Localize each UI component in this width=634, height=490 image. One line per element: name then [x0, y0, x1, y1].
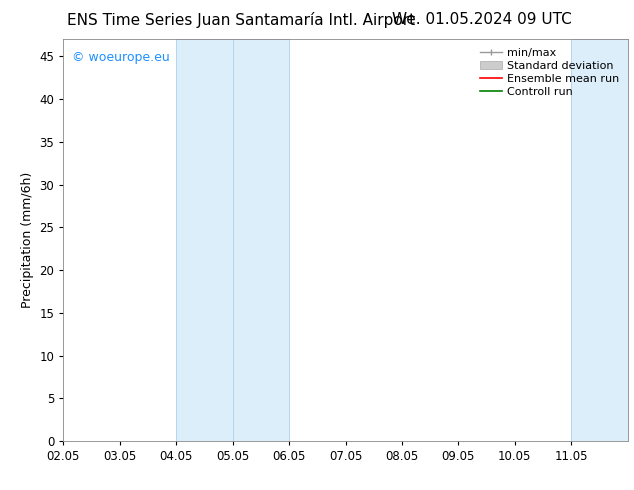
Bar	[571, 39, 628, 441]
Text: ENS Time Series Juan Santamaría Intl. Airport: ENS Time Series Juan Santamaría Intl. Ai…	[67, 12, 415, 28]
Text: We. 01.05.2024 09 UTC: We. 01.05.2024 09 UTC	[392, 12, 572, 27]
Bar	[233, 39, 289, 441]
Y-axis label: Precipitation (mm/6h): Precipitation (mm/6h)	[21, 172, 34, 308]
Bar	[176, 39, 233, 441]
Legend: min/max, Standard deviation, Ensemble mean run, Controll run: min/max, Standard deviation, Ensemble me…	[477, 45, 622, 100]
Text: © woeurope.eu: © woeurope.eu	[72, 51, 170, 64]
